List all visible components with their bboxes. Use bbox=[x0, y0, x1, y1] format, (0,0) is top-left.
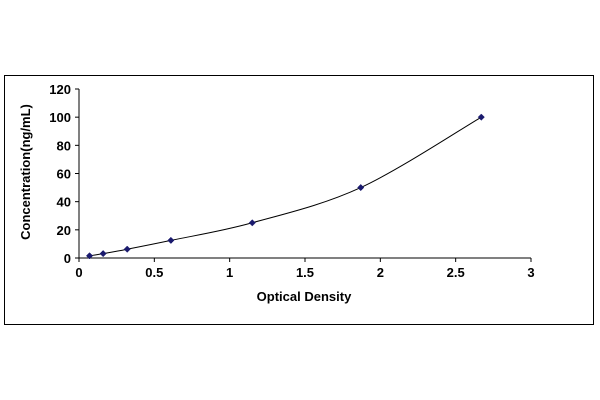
data-point-marker bbox=[357, 184, 365, 192]
fit-curve-layer bbox=[89, 116, 482, 257]
x-tick-label: 0 bbox=[75, 265, 82, 280]
y-tick-label: 40 bbox=[57, 195, 71, 210]
y-tick-label: 60 bbox=[57, 167, 71, 182]
x-tick-label: 0.5 bbox=[145, 265, 163, 280]
data-points-layer bbox=[85, 113, 485, 260]
y-tick-label: 0 bbox=[64, 251, 71, 266]
x-tick-label: 1 bbox=[226, 265, 233, 280]
data-point-marker bbox=[85, 252, 94, 260]
x-tick-label: 1.5 bbox=[296, 265, 314, 280]
x-axis-title: Optical Density bbox=[257, 289, 352, 304]
y-tick-label: 100 bbox=[49, 110, 71, 125]
data-point-marker bbox=[167, 236, 175, 244]
data-point-marker bbox=[477, 113, 485, 121]
labels-layer: Optical Density Concentration(ng/mL) bbox=[18, 104, 352, 304]
x-tick-label: 2.5 bbox=[447, 265, 465, 280]
axes: 0 0.5 1 1.5 2 2.5 3 0 20 40 60 80 100 120 bbox=[49, 82, 534, 280]
y-axis-title: Concentration(ng/mL) bbox=[18, 104, 33, 240]
y-tick-label: 80 bbox=[57, 138, 71, 153]
standard-curve-chart: 0 0.5 1 1.5 2 2.5 3 0 20 40 60 80 100 120 Optical Den… bbox=[18, 82, 535, 304]
data-point-marker bbox=[99, 250, 107, 258]
data-point-marker bbox=[123, 245, 131, 253]
y-tick-label: 20 bbox=[57, 223, 71, 238]
y-tick-label: 120 bbox=[49, 82, 71, 97]
x-tick-label: 2 bbox=[377, 265, 384, 280]
fit-curve bbox=[89, 116, 482, 257]
chart-frame: 0 0.5 1 1.5 2 2.5 3 0 20 40 60 80 100 120 Optical Den… bbox=[4, 75, 594, 325]
data-point-marker bbox=[248, 219, 256, 227]
x-tick-label: 3 bbox=[527, 265, 534, 280]
